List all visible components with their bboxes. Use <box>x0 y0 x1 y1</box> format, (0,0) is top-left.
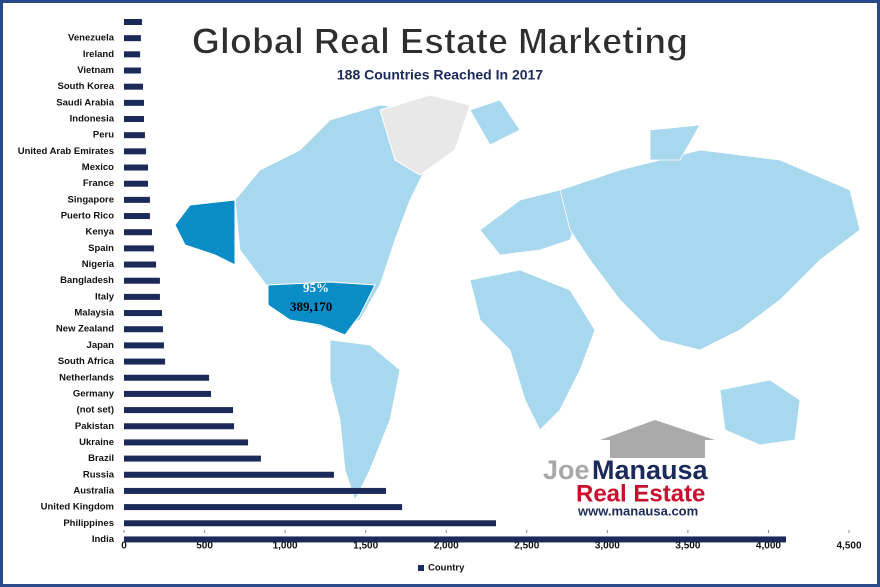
y-tick-label: United Arab Emirates <box>18 146 114 157</box>
y-tick-label: Nigeria <box>82 259 115 270</box>
bar <box>124 19 143 25</box>
bar <box>124 471 334 478</box>
bar <box>124 439 249 446</box>
y-tick-label: Puerto Rico <box>61 211 115 222</box>
x-tick-label: 4,000 <box>756 541 781 552</box>
y-tick-label: Philippines <box>63 518 114 529</box>
visits-annotation: 389,170 <box>290 299 332 314</box>
bar <box>124 35 141 42</box>
y-tick-label: Malaysia <box>74 308 114 319</box>
logo-first: Joe <box>543 455 590 485</box>
bar <box>124 326 163 333</box>
y-tick-label: Kenya <box>85 227 114 238</box>
x-tick-label: 0 <box>121 541 127 552</box>
y-tick-label: Japan <box>87 340 115 351</box>
bar <box>124 504 403 511</box>
x-tick-label: 500 <box>196 541 213 552</box>
share-annotation: 95% <box>303 280 329 295</box>
y-tick-label: Ukraine <box>79 437 114 448</box>
logo-last: Manausa <box>592 455 709 485</box>
y-tick-label: Germany <box>73 388 115 399</box>
bar <box>124 180 149 187</box>
logo-url: www.manausa.com <box>577 503 698 518</box>
bar <box>124 293 160 300</box>
bar <box>124 83 144 90</box>
y-tick-label: (not set) <box>77 405 114 416</box>
x-tick-label: 4,500 <box>836 541 861 552</box>
y-tick-label: Netherlands <box>59 372 114 383</box>
logo-line2: Real Estate <box>576 480 705 507</box>
bar <box>124 261 157 268</box>
bar <box>124 374 210 381</box>
bar <box>124 229 153 236</box>
bar <box>124 213 150 220</box>
y-tick-label: Italy <box>95 291 115 302</box>
legend-swatch <box>418 565 424 571</box>
usa <box>267 281 376 336</box>
bar <box>124 116 144 123</box>
bar <box>124 423 235 430</box>
bar <box>124 164 149 171</box>
bar <box>124 99 144 106</box>
bar <box>124 390 211 397</box>
y-tick-label: Australia <box>73 485 114 496</box>
x-tick-label: 3,000 <box>595 541 620 552</box>
bar <box>124 407 234 414</box>
bar <box>124 196 150 203</box>
y-tick-label: Mexico <box>82 162 114 173</box>
y-tick-label: Saudi Arabia <box>56 97 114 108</box>
bar <box>124 358 166 365</box>
y-tick-label: France <box>83 178 114 189</box>
y-tick-label: Vietnam <box>77 65 114 76</box>
bar <box>124 132 145 139</box>
y-tick-label: South Korea <box>58 81 115 92</box>
y-tick-label: South Africa <box>58 356 115 367</box>
bar <box>124 277 160 284</box>
y-tick-label: United Kingdom <box>41 502 114 513</box>
legend-label: Country <box>428 563 465 574</box>
x-tick-label: 2,500 <box>514 541 539 552</box>
bar <box>124 245 154 252</box>
y-tick-label: Bangladesh <box>60 275 114 286</box>
x-tick-label: 1,000 <box>273 541 298 552</box>
y-tick-label: Venezuela <box>68 33 115 44</box>
y-tick-label: Indonesia <box>70 114 115 125</box>
logo-house <box>600 420 715 458</box>
bar <box>124 487 386 494</box>
x-tick-label: 3,500 <box>675 541 700 552</box>
bar <box>124 342 164 349</box>
y-tick-label: Spain <box>88 243 114 254</box>
x-tick-label: 2,000 <box>434 541 459 552</box>
y-tick-label: Peru <box>93 130 114 141</box>
bar <box>124 148 147 155</box>
greenland <box>379 94 471 176</box>
bar <box>124 536 787 543</box>
y-tick-label: Ireland <box>83 49 114 60</box>
x-tick-label: 1,500 <box>353 541 378 552</box>
bar <box>124 310 163 317</box>
y-tick-label: Russia <box>83 469 115 480</box>
y-tick-label: Singapore <box>68 194 114 205</box>
bar <box>124 520 497 527</box>
bar <box>124 455 261 462</box>
y-tick-label: New Zealand <box>56 324 114 335</box>
chart-subtitle: 188 Countries Reached In 2017 <box>337 67 543 83</box>
y-tick-label: Brazil <box>88 453 114 464</box>
y-tick-label: India <box>92 534 115 545</box>
y-tick-label: Pakistan <box>75 421 114 432</box>
alaska <box>174 199 236 266</box>
bar <box>124 67 141 74</box>
bar <box>124 51 141 58</box>
chart-title: Global Real Estate Marketing <box>192 21 688 62</box>
